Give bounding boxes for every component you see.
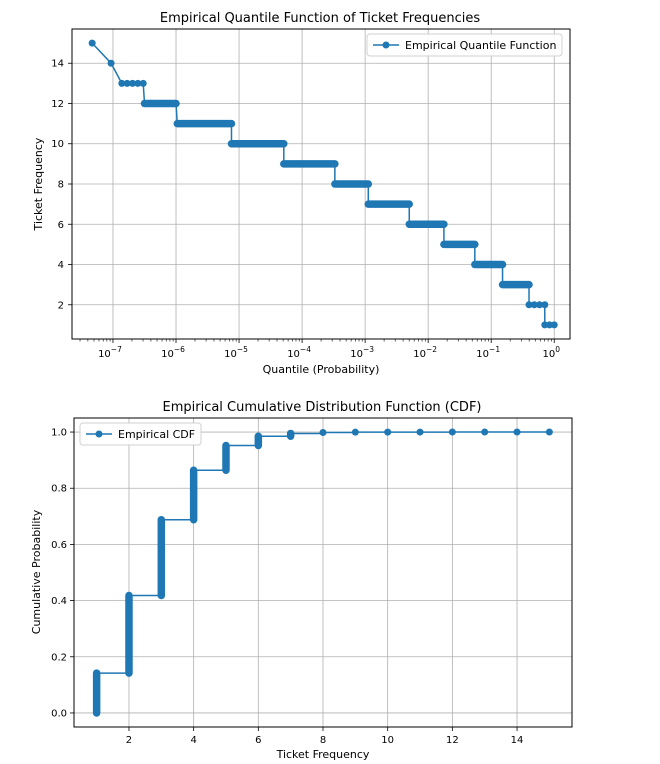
- chart1-title: Empirical Quantile Function of Ticket Fr…: [160, 11, 480, 26]
- chart1-data-point: [550, 321, 558, 329]
- chart1-legend-box: [366, 33, 563, 57]
- chart1-x-tick-exponent: −7: [111, 345, 122, 354]
- chart2-data-point: [351, 428, 359, 436]
- chart1-x-tick-exponent: 0: [555, 345, 560, 354]
- chart1-series: [88, 39, 558, 329]
- chart1-y-tick-label: 4: [58, 260, 64, 271]
- chart2-y-ticks: 0.0 0.2 0.4 0.6 0.8 1.0: [51, 428, 74, 719]
- chart1-y-tick-label: 2: [58, 300, 64, 311]
- chart2-x-tick-label: 4: [190, 735, 196, 746]
- chart1-grid: [72, 29, 570, 339]
- chart2-data-point: [481, 428, 489, 436]
- chart2-title: Empirical Cumulative Distribution Functi…: [163, 400, 482, 415]
- chart2-x-ticks: 2 4 6 8 10 12 14: [126, 727, 524, 746]
- chart1-data-point: [536, 301, 544, 309]
- chart2-legend-label: Empirical CDF: [118, 428, 195, 441]
- chart2-data-point: [384, 428, 392, 436]
- chart1-y-tick-label: 12: [51, 99, 64, 110]
- chart1-data-point: [541, 301, 549, 309]
- chart2-x-tick-label: 8: [320, 735, 326, 746]
- chart1-data-point: [118, 79, 126, 87]
- chart2-legend: Empirical CDF: [79, 422, 202, 446]
- chart1-y-tick-label: 6: [58, 220, 64, 231]
- quantile-chart: Empirical Quantile Function of Ticket Fr…: [32, 11, 571, 376]
- chart1-x-label: Quantile (Probability): [263, 363, 380, 376]
- chart1-y-tick-label: 8: [58, 180, 64, 191]
- chart1-data-point: [134, 79, 142, 87]
- chart2-y-label: Cumulative Probability: [30, 509, 43, 634]
- chart1-legend-label: Empirical Quantile Function: [405, 39, 556, 52]
- chart1-y-label: Ticket Frequency: [32, 137, 45, 231]
- chart1-y-tick-label: 14: [51, 59, 64, 70]
- chart2-legend-box: [79, 422, 202, 446]
- chart2-x-tick-label: 14: [511, 735, 524, 746]
- chart2-x-label: Ticket Frequency: [276, 748, 370, 761]
- chart2-data-point: [319, 428, 327, 436]
- chart1-data-point: [123, 79, 131, 87]
- chart1-legend-marker: [382, 41, 390, 49]
- chart1-x-tick-exponent: −6: [174, 345, 185, 354]
- chart2-y-tick-label: 0.2: [51, 652, 67, 663]
- chart1-data-point: [88, 39, 96, 47]
- chart1-data-point: [530, 301, 538, 309]
- chart1-x-tick-exponent: −1: [489, 345, 500, 354]
- chart1-data-point: [107, 59, 115, 67]
- chart2-y-tick-label: 0.4: [51, 596, 67, 607]
- chart2-grid: [74, 418, 572, 727]
- chart1-x-tick-exponent: −4: [300, 345, 311, 354]
- chart2-x-tick-label: 6: [255, 735, 261, 746]
- chart2-y-tick-label: 0.0: [51, 708, 67, 719]
- chart2-y-tick-label: 1.0: [51, 428, 67, 439]
- chart1-x-tick-exponent: −3: [363, 345, 374, 354]
- chart2-data-point: [545, 428, 553, 436]
- chart1-y-ticks: 2 4 6 8 10 12 14: [51, 59, 72, 311]
- chart1-legend: Empirical Quantile Function: [366, 33, 563, 57]
- chart1-data-point: [129, 79, 137, 87]
- chart1-x-tick-exponent: −5: [237, 345, 248, 354]
- chart2-y-tick-label: 0.6: [51, 540, 67, 551]
- chart2-legend-marker: [95, 430, 103, 438]
- chart1-y-tick-label: 10: [51, 139, 64, 150]
- chart2-x-tick-label: 2: [126, 735, 132, 746]
- chart2-y-tick-label: 0.8: [51, 484, 67, 495]
- chart1-data-point: [525, 301, 533, 309]
- chart2-data-point: [513, 428, 521, 436]
- chart1-data-point: [139, 79, 147, 87]
- chart2-series: [92, 428, 553, 717]
- cdf-chart: Empirical Cumulative Distribution Functi…: [30, 400, 573, 761]
- chart2-x-tick-label: 12: [446, 735, 459, 746]
- chart2-data-point: [448, 428, 456, 436]
- chart2-x-tick-label: 10: [381, 735, 394, 746]
- chart1-x-tick-exponent: −2: [426, 345, 437, 354]
- chart2-data-point: [416, 428, 424, 436]
